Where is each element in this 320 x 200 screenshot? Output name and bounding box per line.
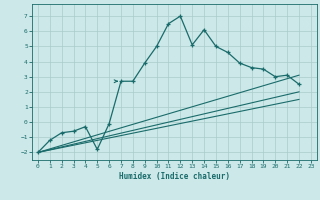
X-axis label: Humidex (Indice chaleur): Humidex (Indice chaleur) bbox=[119, 172, 230, 181]
